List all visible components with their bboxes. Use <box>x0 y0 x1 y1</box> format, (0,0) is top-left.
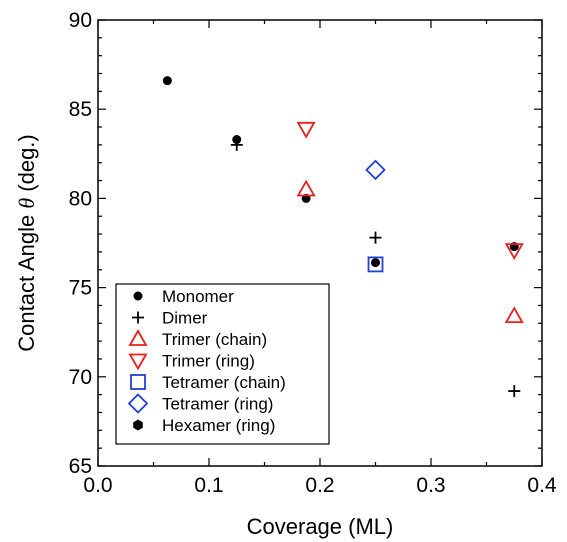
point-monomer <box>162 76 172 86</box>
x-tick-label: 0.3 <box>416 474 445 497</box>
legend-marker-trimer-ring <box>128 353 148 371</box>
tick-labels: 0.0 0.1 0.2 0.3 0.4 65 70 75 80 85 90 <box>69 9 557 497</box>
x-tick-label: 0.4 <box>527 474 557 497</box>
y-axis-title-symbol: θ <box>14 198 39 209</box>
legend-label-trimer-chain: Trimer (chain) <box>162 330 267 349</box>
y-axis-title-prefix: Contact Angle <box>14 209 39 352</box>
y-axis-title-suffix: (deg.) <box>14 134 39 198</box>
legend-marker-dimer <box>132 311 144 324</box>
axis-ticks <box>97 19 543 467</box>
legend-label-tetramer-chain: Tetramer (chain) <box>162 373 286 392</box>
y-axis-title: Contact Angle θ (deg.) <box>14 134 39 352</box>
legend-label-hexamer-ring: Hexamer (ring) <box>162 416 275 435</box>
point-trimer-chain <box>504 306 524 324</box>
legend: Monomer Dimer Trimer (chain) Trimer (ring) T… <box>127 287 286 435</box>
legend-marker-tetramer-chain <box>130 374 146 390</box>
legend-label-tetramer-ring: Tetramer (ring) <box>162 395 273 414</box>
y-tick-label: 65 <box>69 455 92 478</box>
legend-marker-monomer <box>133 291 143 301</box>
point-monomer <box>371 258 380 268</box>
y-tick-label: 70 <box>69 366 92 389</box>
point-tetramer-ring <box>365 159 386 181</box>
legend-marker-hexamer-ring <box>133 419 143 431</box>
legend-label-trimer-ring: Trimer (ring) <box>162 352 255 371</box>
legend-marker-tetramer-ring <box>127 393 149 414</box>
point-dimer <box>508 385 521 398</box>
data-points <box>162 76 524 398</box>
point-trimer-chain <box>296 179 316 197</box>
point-dimer <box>230 138 243 151</box>
point-trimer-ring <box>504 243 524 260</box>
point-trimer-ring <box>296 121 316 139</box>
legend-label-dimer: Dimer <box>162 309 208 328</box>
legend-label-monomer: Monomer <box>162 287 234 306</box>
y-tick-label: 90 <box>69 9 92 32</box>
x-tick-label: 0.0 <box>83 474 112 497</box>
y-tick-label: 75 <box>69 277 92 300</box>
point-tetramer-chain <box>367 256 384 273</box>
point-dimer <box>369 231 382 244</box>
y-tick-label: 80 <box>69 187 92 210</box>
x-axis-title: Coverage (ML) <box>247 514 394 539</box>
legend-box <box>115 283 330 445</box>
x-tick-label: 0.1 <box>194 474 223 497</box>
y-tick-label: 85 <box>69 98 92 121</box>
x-tick-label: 0.2 <box>305 474 334 497</box>
legend-marker-trimer-chain <box>128 329 148 346</box>
